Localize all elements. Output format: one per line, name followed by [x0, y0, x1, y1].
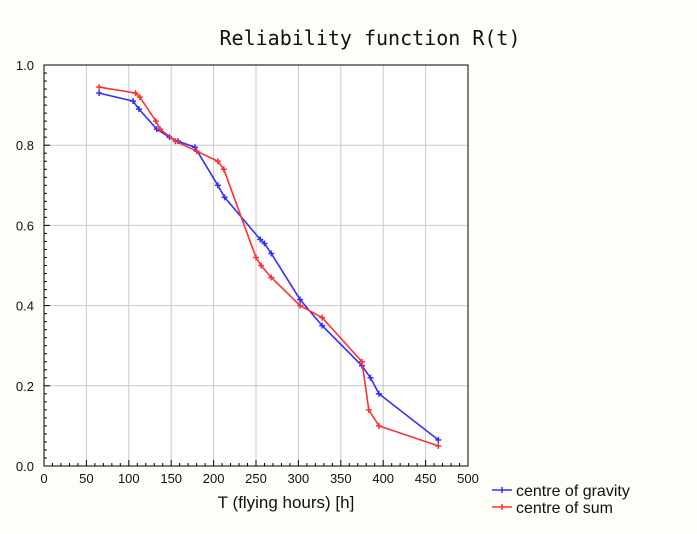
data-point: [214, 182, 221, 189]
x-tick-label: 200: [203, 471, 225, 486]
chart-title: Reliability function R(t): [219, 26, 520, 50]
data-point: [375, 390, 382, 397]
data-point: [152, 118, 159, 125]
data-point: [257, 236, 264, 243]
x-tick-label: 50: [79, 471, 93, 486]
data-point: [268, 274, 275, 281]
data-point: [220, 166, 227, 173]
x-tick-label: 400: [372, 471, 394, 486]
data-point: [297, 296, 304, 303]
y-tick-label: 0.2: [16, 379, 34, 394]
x-tick-label: 450: [415, 471, 437, 486]
data-point: [135, 106, 142, 113]
x-tick-label: 150: [160, 471, 182, 486]
data-point: [435, 442, 442, 449]
data-point: [136, 94, 143, 101]
x-axis-label: T (flying hours) [h]: [218, 493, 355, 512]
data-point: [172, 138, 179, 145]
data-point: [367, 374, 374, 381]
x-tick-label: 0: [40, 471, 47, 486]
series-line-1: [98, 86, 439, 447]
data-point: [193, 148, 200, 155]
data-point: [365, 406, 372, 413]
y-tick-label: 1.0: [16, 58, 34, 73]
plot-frame: [43, 64, 469, 467]
x-tick-label: 100: [118, 471, 140, 486]
data-point: [258, 262, 265, 269]
gridlines: [44, 65, 468, 466]
y-tick-label: 0.8: [16, 138, 34, 153]
x-tick-label: 500: [457, 471, 479, 486]
legend-label-0: centre of gravity: [516, 483, 630, 500]
x-tick-label: 250: [245, 471, 267, 486]
y-tick-label: 0.0: [16, 459, 34, 474]
data-point: [221, 194, 228, 201]
x-tick-label: 300: [288, 471, 310, 486]
data-point: [297, 302, 304, 309]
data-point: [253, 254, 259, 261]
data-point: [96, 90, 103, 97]
data-point: [268, 250, 275, 257]
data-point: [261, 240, 268, 247]
y-tick-label: 0.6: [16, 218, 34, 233]
legend-label-1: centre of sum: [516, 500, 613, 517]
y-tick-label: 0.4: [16, 299, 34, 314]
data-point: [214, 158, 221, 165]
data-point: [157, 126, 164, 133]
x-tick-label: 350: [330, 471, 352, 486]
data-point: [191, 144, 198, 151]
data-point: [319, 314, 326, 321]
data-point: [319, 322, 326, 329]
axes: 0 50 100 150 200 250 300 350 400 450 500 0.0 0.2 0.4 0…: [16, 58, 479, 486]
data-point: [132, 90, 139, 97]
data-point: [359, 358, 365, 365]
data-point: [130, 98, 137, 105]
data-series: [96, 84, 442, 449]
data-point: [375, 422, 382, 429]
data-point: [96, 84, 103, 91]
data-point: [435, 436, 442, 443]
